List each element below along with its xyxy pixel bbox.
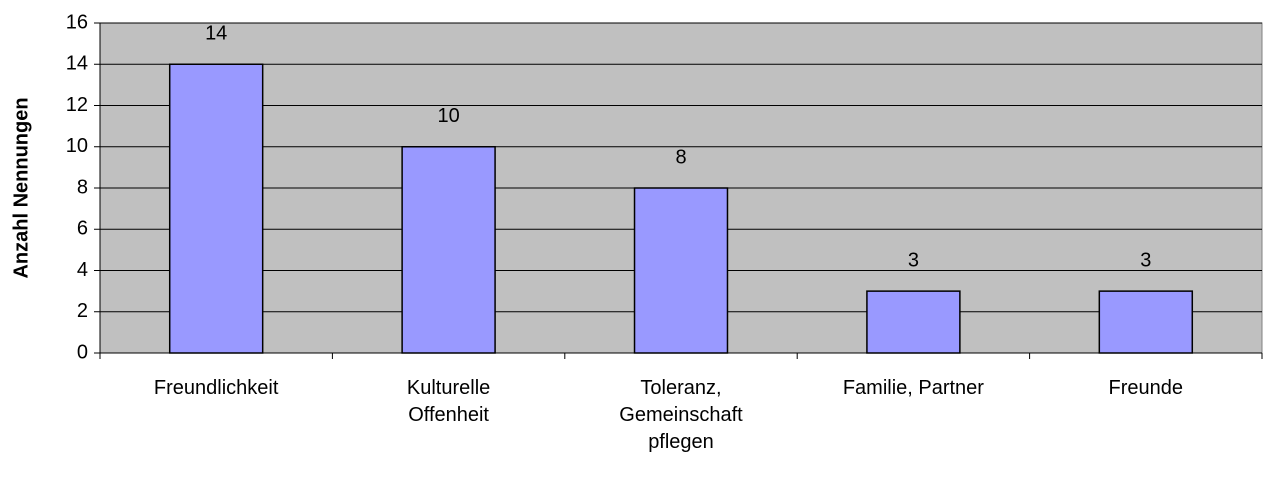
bar: [633, 187, 729, 354]
x-tick-label: Freundlichkeit: [153, 377, 279, 399]
bar: [401, 146, 496, 354]
y-tick-label: 14: [66, 53, 88, 75]
y-tick-label: 2: [77, 300, 88, 322]
value-label: 8: [675, 146, 686, 168]
value-label: 14: [205, 23, 227, 45]
y-tick-label: 4: [77, 259, 88, 281]
bar: [168, 63, 264, 354]
y-tick-label: 12: [66, 94, 88, 116]
value-label: 3: [1140, 249, 1151, 271]
bar: [1098, 290, 1194, 354]
y-tick-label: 8: [77, 176, 88, 198]
y-axis-label: Anzahl Nennungen: [10, 97, 32, 278]
x-tick-label: Kulturelle Offenheit: [406, 377, 491, 426]
y-tick-label: 16: [66, 11, 88, 33]
value-label: 10: [437, 105, 459, 127]
bar: [866, 290, 961, 354]
y-tick-label: 6: [77, 218, 88, 240]
y-tick-label: 0: [77, 341, 88, 363]
x-tick-label: Toleranz, Gemeinschaft pflegen: [619, 377, 743, 453]
x-tick-label: Freunde: [1108, 377, 1184, 399]
y-tick-label: 10: [66, 135, 88, 157]
x-tick-label: Familie, Partner: [842, 377, 984, 399]
value-label: 3: [908, 249, 919, 271]
